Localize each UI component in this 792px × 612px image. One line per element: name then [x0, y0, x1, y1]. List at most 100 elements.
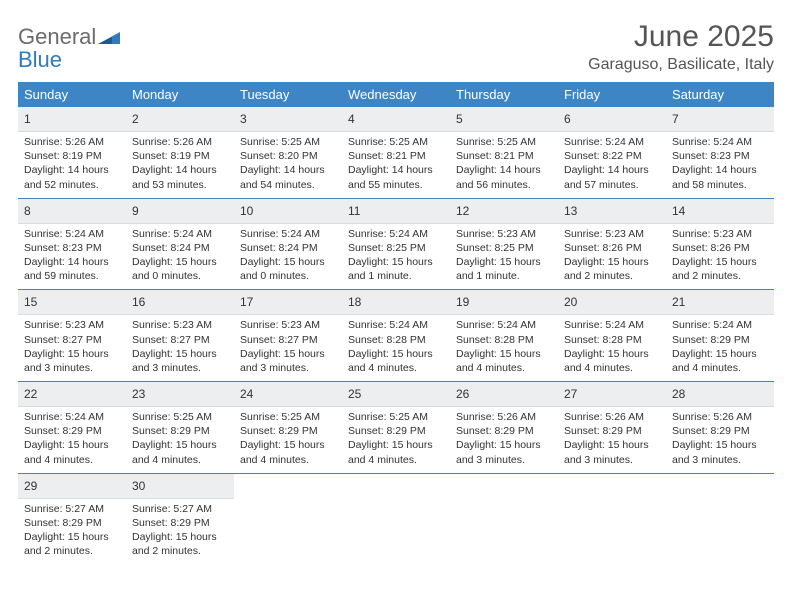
day-number-row: 9 [126, 199, 234, 224]
day-number-row: 21 [666, 290, 774, 315]
daylight-line: Daylight: 15 hours and 3 minutes. [564, 438, 660, 466]
daylight-line: Daylight: 15 hours and 4 minutes. [348, 347, 444, 375]
day-content: Sunrise: 5:23 AMSunset: 8:27 PMDaylight:… [126, 315, 234, 381]
calendar-day-cell: 8 Sunrise: 5:24 AMSunset: 8:23 PMDaylight… [18, 199, 126, 290]
sunset-line: Sunset: 8:24 PM [132, 241, 228, 255]
daylight-line: Daylight: 15 hours and 3 minutes. [132, 347, 228, 375]
calendar-day-cell: 29Sunrise: 5:27 AMSunset: 8:29 PMDayligh… [18, 474, 126, 565]
daylight-line: Daylight: 14 hours and 58 minutes. [672, 163, 768, 191]
weekday-header-cell: Monday [126, 82, 234, 107]
day-number: 21 [672, 295, 685, 309]
day-number-row: 8 [18, 199, 126, 224]
day-content: Sunrise: 5:23 AMSunset: 8:26 PMDaylight:… [666, 224, 774, 290]
sunset-line: Sunset: 8:29 PM [132, 424, 228, 438]
calendar-day-cell [558, 474, 666, 565]
sunset-line: Sunset: 8:29 PM [672, 424, 768, 438]
day-number: 18 [348, 295, 361, 309]
sunrise-line: Sunrise: 5:24 AM [564, 318, 660, 332]
daylight-line: Daylight: 15 hours and 2 minutes. [564, 255, 660, 283]
daylight-line: Daylight: 15 hours and 1 minute. [456, 255, 552, 283]
day-number: 26 [456, 387, 469, 401]
day-number-row: 7 [666, 107, 774, 132]
sunset-line: Sunset: 8:20 PM [240, 149, 336, 163]
weekday-header-cell: Wednesday [342, 82, 450, 107]
day-number-row: 19 [450, 290, 558, 315]
calendar-day-cell: 24Sunrise: 5:25 AMSunset: 8:29 PMDayligh… [234, 382, 342, 473]
calendar-day-cell: 17Sunrise: 5:23 AMSunset: 8:27 PMDayligh… [234, 290, 342, 381]
day-number: 9 [132, 204, 139, 218]
calendar-week-row: 22Sunrise: 5:24 AMSunset: 8:29 PMDayligh… [18, 382, 774, 474]
calendar-day-cell: 1Sunrise: 5:26 AMSunset: 8:19 PMDaylight… [18, 107, 126, 198]
daylight-line: Daylight: 14 hours and 59 minutes. [24, 255, 120, 283]
day-number: 30 [132, 479, 145, 493]
sunrise-line: Sunrise: 5:27 AM [132, 502, 228, 516]
calendar-day-cell: 11Sunrise: 5:24 AMSunset: 8:25 PMDayligh… [342, 199, 450, 290]
calendar-day-cell: 5Sunrise: 5:25 AMSunset: 8:21 PMDaylight… [450, 107, 558, 198]
calendar-week-row: 15Sunrise: 5:23 AMSunset: 8:27 PMDayligh… [18, 290, 774, 382]
sunset-line: Sunset: 8:29 PM [240, 424, 336, 438]
calendar-day-cell [342, 474, 450, 565]
daylight-line: Daylight: 15 hours and 2 minutes. [24, 530, 120, 558]
sunrise-line: Sunrise: 5:24 AM [456, 318, 552, 332]
month-title: June 2025 [588, 20, 774, 54]
sunrise-line: Sunrise: 5:23 AM [24, 318, 120, 332]
calendar-day-cell: 23Sunrise: 5:25 AMSunset: 8:29 PMDayligh… [126, 382, 234, 473]
logo-text-block: General Blue [18, 26, 120, 72]
sunrise-line: Sunrise: 5:24 AM [240, 227, 336, 241]
day-content: Sunrise: 5:24 AMSunset: 8:28 PMDaylight:… [342, 315, 450, 381]
sunset-line: Sunset: 8:23 PM [24, 241, 120, 255]
daylight-line: Daylight: 15 hours and 4 minutes. [672, 347, 768, 375]
day-content: Sunrise: 5:24 AMSunset: 8:24 PMDaylight:… [126, 224, 234, 290]
day-number: 8 [24, 204, 31, 218]
weekday-header-cell: Tuesday [234, 82, 342, 107]
sunrise-line: Sunrise: 5:26 AM [24, 135, 120, 149]
calendar-day-cell: 25Sunrise: 5:25 AMSunset: 8:29 PMDayligh… [342, 382, 450, 473]
sunrise-line: Sunrise: 5:25 AM [240, 135, 336, 149]
daylight-line: Daylight: 14 hours and 54 minutes. [240, 163, 336, 191]
calendar-day-cell: 16Sunrise: 5:23 AMSunset: 8:27 PMDayligh… [126, 290, 234, 381]
daylight-line: Daylight: 15 hours and 4 minutes. [456, 347, 552, 375]
day-number-row: 20 [558, 290, 666, 315]
day-number: 12 [456, 204, 469, 218]
sunrise-line: Sunrise: 5:24 AM [132, 227, 228, 241]
day-number: 6 [564, 112, 571, 126]
sunset-line: Sunset: 8:28 PM [564, 333, 660, 347]
sunrise-line: Sunrise: 5:24 AM [672, 135, 768, 149]
sunrise-line: Sunrise: 5:24 AM [24, 227, 120, 241]
daylight-line: Daylight: 15 hours and 3 minutes. [24, 347, 120, 375]
sunrise-line: Sunrise: 5:24 AM [564, 135, 660, 149]
sunset-line: Sunset: 8:29 PM [672, 333, 768, 347]
sunset-line: Sunset: 8:19 PM [24, 149, 120, 163]
day-content: Sunrise: 5:24 AMSunset: 8:23 PMDaylight:… [666, 132, 774, 198]
day-content: Sunrise: 5:26 AMSunset: 8:19 PMDaylight:… [18, 132, 126, 198]
day-number: 15 [24, 295, 37, 309]
day-number: 5 [456, 112, 463, 126]
day-number: 29 [24, 479, 37, 493]
calendar-day-cell: 18 Sunrise: 5:24 AMSunset: 8:28 PMDayligh… [342, 290, 450, 381]
day-number: 4 [348, 112, 355, 126]
calendar-day-cell: 7Sunrise: 5:24 AMSunset: 8:23 PMDaylight… [666, 107, 774, 198]
sunrise-line: Sunrise: 5:25 AM [240, 410, 336, 424]
sunrise-line: Sunrise: 5:23 AM [456, 227, 552, 241]
calendar-day-cell: 28Sunrise: 5:26 AMSunset: 8:29 PMDayligh… [666, 382, 774, 473]
day-content: Sunrise: 5:27 AMSunset: 8:29 PMDaylight:… [126, 499, 234, 565]
day-number: 11 [348, 204, 360, 218]
day-number-row: 5 [450, 107, 558, 132]
sunrise-line: Sunrise: 5:27 AM [24, 502, 120, 516]
day-number: 14 [672, 204, 685, 218]
sunset-line: Sunset: 8:27 PM [240, 333, 336, 347]
day-number: 17 [240, 295, 253, 309]
calendar-day-cell: 19Sunrise: 5:24 AMSunset: 8:28 PMDayligh… [450, 290, 558, 381]
daylight-line: Daylight: 15 hours and 3 minutes. [240, 347, 336, 375]
day-number-row: 10 [234, 199, 342, 224]
title-block: June 2025 Garaguso, Basilicate, Italy [588, 20, 774, 74]
weeks-container: 1Sunrise: 5:26 AMSunset: 8:19 PMDaylight… [18, 107, 774, 564]
daylight-line: Daylight: 15 hours and 4 minutes. [132, 438, 228, 466]
calendar-day-cell [450, 474, 558, 565]
daylight-line: Daylight: 15 hours and 4 minutes. [24, 438, 120, 466]
brand-logo: General Blue [18, 26, 120, 72]
day-content: Sunrise: 5:26 AMSunset: 8:29 PMDaylight:… [666, 407, 774, 473]
calendar-day-cell: 22Sunrise: 5:24 AMSunset: 8:29 PMDayligh… [18, 382, 126, 473]
day-number-row: 11 [342, 199, 450, 224]
weekday-header-cell: Sunday [18, 82, 126, 107]
